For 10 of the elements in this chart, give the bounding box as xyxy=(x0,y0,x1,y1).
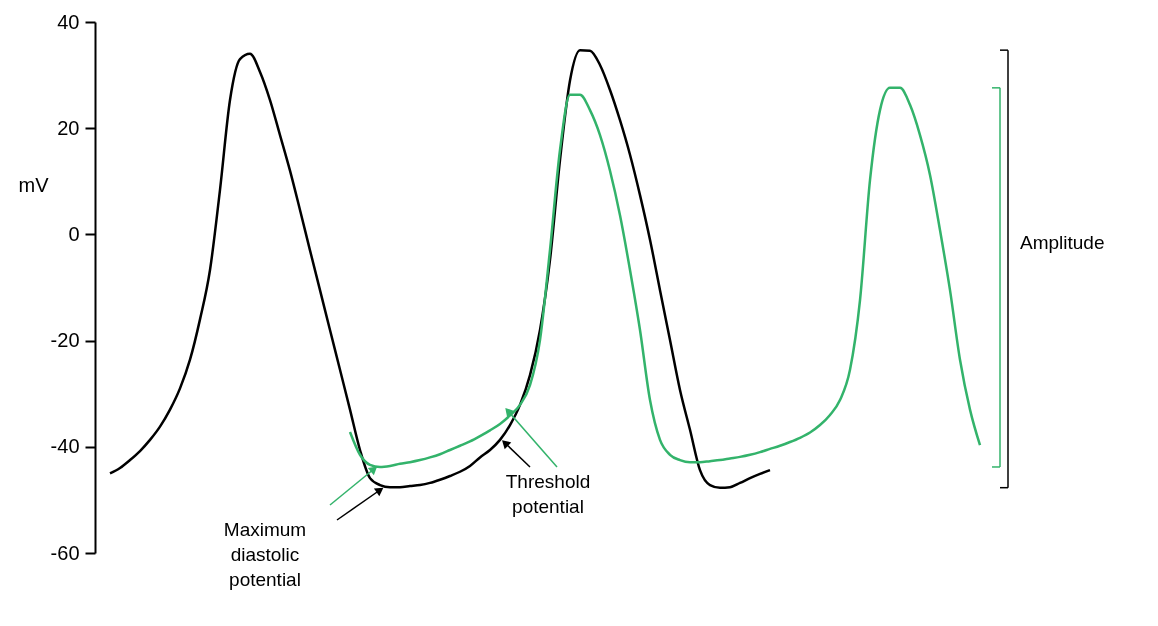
y-tick-label: 20 xyxy=(57,116,80,139)
y-tick-label: 0 xyxy=(68,222,80,245)
y-tick-label: 40 xyxy=(57,10,80,33)
y-tick-label: -60 xyxy=(50,541,80,564)
y-tick-label: -20 xyxy=(50,329,80,352)
text: Amplitude xyxy=(1020,232,1105,253)
annotation: Maximum diastolic potential xyxy=(223,519,307,590)
y-axis-title: mV xyxy=(18,173,50,196)
annotation: Threshold potential xyxy=(505,471,591,517)
y-tick-label: -40 xyxy=(50,435,80,458)
